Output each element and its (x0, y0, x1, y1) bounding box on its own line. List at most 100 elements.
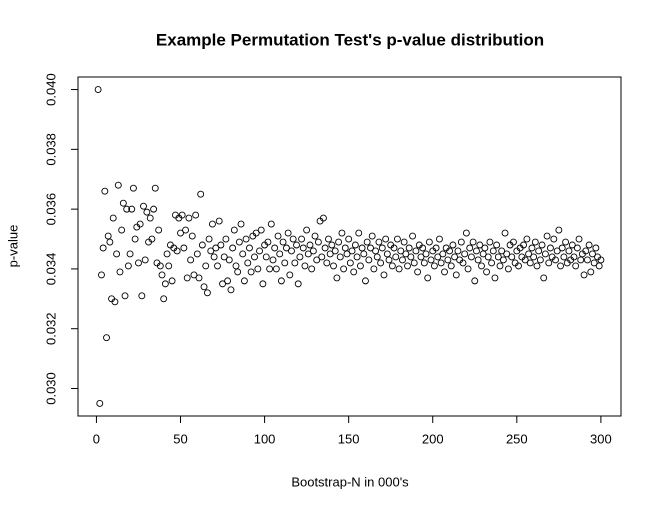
point (543, 232, 551, 240)
point (180, 244, 188, 252)
point (252, 229, 260, 237)
point (464, 265, 472, 273)
point (286, 271, 294, 279)
point (106, 238, 114, 246)
point (214, 262, 221, 270)
point (595, 262, 603, 270)
x-tick-label: 50 (173, 431, 187, 446)
point (256, 247, 263, 255)
point (382, 235, 390, 243)
point (217, 241, 225, 249)
point (533, 262, 541, 270)
point (328, 241, 336, 249)
point (269, 256, 277, 264)
point (281, 259, 289, 267)
y-tick-label: 0.036 (43, 193, 58, 226)
point (525, 250, 533, 258)
point (582, 247, 590, 255)
point (395, 265, 403, 273)
point (461, 250, 469, 258)
point (481, 244, 489, 252)
point (585, 241, 593, 249)
point (330, 262, 337, 270)
point (150, 205, 158, 213)
point (541, 250, 549, 258)
point (499, 256, 507, 264)
point (232, 262, 240, 270)
point (504, 265, 512, 273)
point (491, 274, 499, 282)
point (104, 232, 112, 240)
point (185, 214, 193, 222)
point (553, 247, 561, 255)
point (587, 268, 595, 276)
point (367, 244, 374, 252)
point (291, 259, 299, 267)
point (190, 271, 198, 279)
point (202, 262, 210, 270)
point (96, 399, 104, 407)
point (298, 235, 306, 243)
point (424, 274, 432, 282)
point (425, 238, 433, 246)
point (469, 238, 477, 246)
point (198, 241, 206, 249)
point (244, 259, 252, 267)
point (237, 220, 245, 228)
point (163, 250, 171, 258)
point (590, 259, 598, 267)
point (274, 232, 282, 240)
point (380, 271, 388, 279)
point (293, 241, 300, 249)
point (457, 238, 465, 246)
point (526, 259, 534, 267)
point (294, 280, 302, 288)
point (282, 244, 290, 252)
point (521, 256, 529, 264)
point (116, 268, 124, 276)
point (192, 211, 200, 219)
point (155, 226, 163, 234)
x-axis-label: Bootstrap-N in 000's (291, 474, 409, 489)
point (118, 226, 126, 234)
point (573, 244, 581, 252)
point (370, 265, 378, 273)
point (138, 292, 146, 300)
point (422, 250, 430, 258)
point (383, 250, 391, 258)
point (353, 253, 361, 261)
point (414, 268, 422, 276)
point (333, 274, 341, 282)
point (488, 259, 496, 267)
point (254, 265, 262, 273)
point (377, 259, 385, 267)
point (306, 241, 314, 249)
point (242, 235, 250, 243)
point (165, 262, 173, 270)
point (565, 247, 573, 255)
point (496, 262, 504, 270)
point (124, 262, 132, 270)
point (454, 247, 462, 255)
point (462, 229, 470, 237)
x-tick-label: 250 (506, 431, 528, 446)
point (94, 86, 102, 94)
point (372, 247, 380, 255)
point (552, 256, 559, 264)
x-tick-label: 200 (422, 431, 444, 446)
point (219, 280, 226, 288)
point (271, 244, 279, 252)
point (474, 256, 482, 264)
y-tick-label: 0.034 (43, 253, 58, 286)
point (501, 229, 509, 237)
point (466, 244, 474, 252)
point (486, 238, 494, 246)
point (205, 235, 213, 243)
x-tick-label: 0 (93, 431, 100, 446)
point (160, 295, 168, 303)
point (195, 274, 203, 282)
point (156, 262, 164, 270)
point (597, 256, 605, 264)
point (368, 232, 376, 240)
point (577, 256, 585, 264)
